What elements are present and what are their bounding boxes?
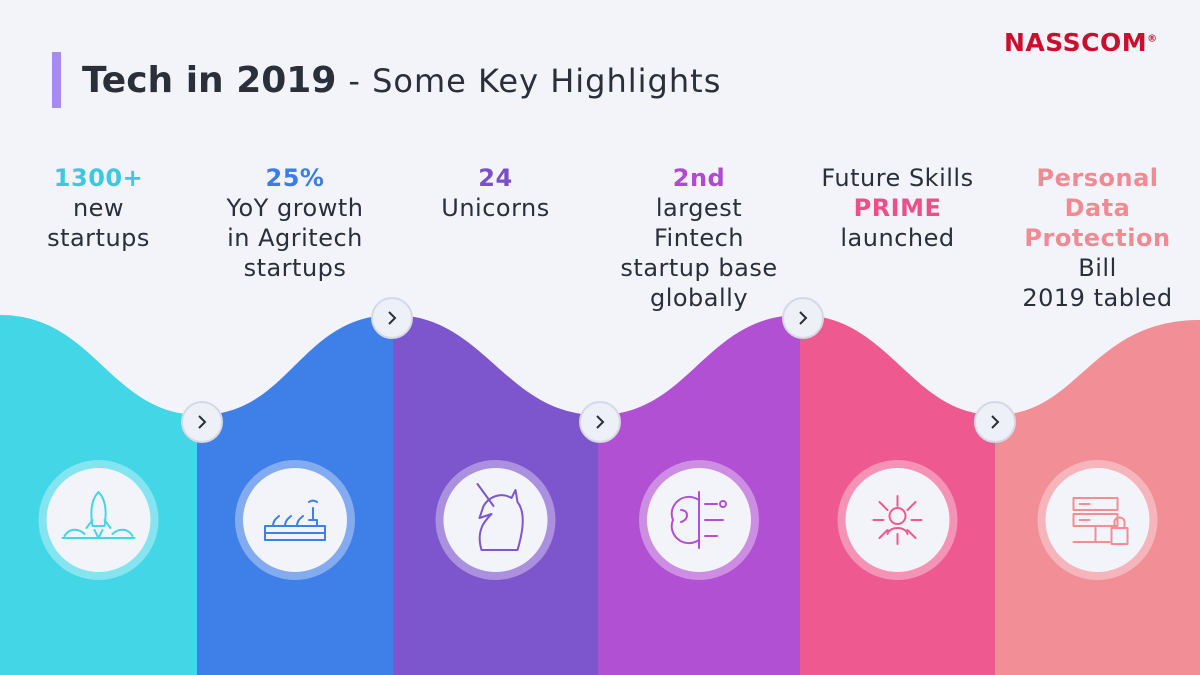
title: Tech in 2019 - Some Key Highlights (82, 60, 721, 101)
item-text: largest (655, 194, 743, 222)
item-text: YoY growth (226, 194, 364, 222)
item-text: new (72, 194, 125, 222)
item-text: startup base (620, 254, 778, 282)
highlight-text: 25% (265, 164, 325, 192)
item-text: Future Skills (821, 164, 974, 192)
arrow-button (782, 297, 824, 339)
item-text: Unicorns (441, 194, 550, 222)
icon-disc (243, 468, 347, 572)
icon-disc (443, 468, 548, 572)
icon-shape (1072, 497, 1129, 545)
arrow-chevron (596, 415, 605, 429)
arrow-button (579, 401, 621, 443)
icon-shape (872, 495, 923, 545)
arrow-chevron (991, 415, 1000, 429)
logo-text: NASSCOM (1004, 28, 1148, 57)
icon (670, 491, 727, 549)
highlight-text: 2nd (672, 164, 726, 192)
item-text: in Agritech (227, 224, 363, 252)
icon-shape (476, 483, 524, 551)
item-text: globally (649, 284, 749, 312)
icon-shape (670, 491, 727, 549)
item-text: launched (840, 224, 955, 252)
highlight-text: 1300+ (53, 164, 144, 192)
item-text: Bill (1078, 254, 1117, 282)
highlight-text: 24 (478, 164, 513, 192)
arrow-button (371, 297, 413, 339)
arrow-chevron (799, 311, 808, 325)
icon (872, 495, 923, 545)
item-text: startups (47, 224, 150, 252)
icon-shape (61, 491, 136, 539)
highlight-text: Personal (1036, 164, 1159, 192)
logo: NASSCOM® (1004, 28, 1158, 57)
icon (476, 483, 524, 551)
item-text: Fintech (653, 224, 745, 252)
highlight-text: Protection (1024, 224, 1171, 252)
arrow-button (974, 401, 1016, 443)
icon-disc (1045, 468, 1150, 572)
title-text: Tech in 2019 (82, 60, 337, 101)
icon-shape (264, 499, 326, 541)
wave (0, 0, 1200, 415)
arrow-button (181, 401, 223, 443)
item-text: 2019 tabled (1022, 284, 1173, 312)
logo-mark: ® (1147, 33, 1158, 45)
highlight-text: PRIME (853, 194, 942, 222)
arrow-chevron (388, 311, 397, 325)
icon-disc (845, 468, 950, 572)
arrow-chevron (198, 415, 207, 429)
subtitle: - Some Key Highlights (348, 62, 722, 100)
title-bar (52, 52, 61, 108)
icon-disc (46, 468, 151, 572)
icon (1072, 497, 1129, 545)
icon (61, 491, 136, 539)
highlight-text: Data (1064, 194, 1131, 222)
icon (264, 499, 326, 541)
item-text: startups (243, 254, 347, 282)
